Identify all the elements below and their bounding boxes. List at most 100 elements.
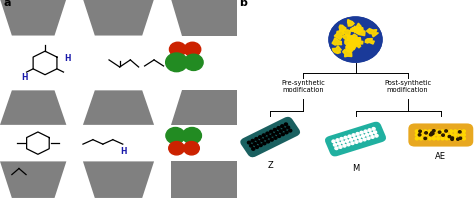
Polygon shape xyxy=(343,50,352,58)
Circle shape xyxy=(166,54,188,72)
Circle shape xyxy=(430,133,433,136)
Polygon shape xyxy=(345,39,355,47)
Circle shape xyxy=(462,134,465,137)
Circle shape xyxy=(419,130,423,133)
Circle shape xyxy=(415,130,419,133)
Circle shape xyxy=(367,137,370,140)
Circle shape xyxy=(348,135,351,138)
Text: AE: AE xyxy=(435,152,447,160)
Text: Pre-synthetic
modification: Pre-synthetic modification xyxy=(282,80,325,93)
Circle shape xyxy=(428,138,431,140)
Circle shape xyxy=(359,140,362,142)
Circle shape xyxy=(258,136,262,139)
Circle shape xyxy=(352,134,355,137)
Circle shape xyxy=(247,142,251,144)
Circle shape xyxy=(281,125,284,128)
Circle shape xyxy=(253,143,256,145)
Circle shape xyxy=(372,128,375,130)
Polygon shape xyxy=(83,0,154,36)
Circle shape xyxy=(456,138,459,141)
Circle shape xyxy=(432,130,435,132)
Circle shape xyxy=(419,134,423,137)
Circle shape xyxy=(343,145,346,147)
Polygon shape xyxy=(352,24,361,35)
Circle shape xyxy=(283,128,286,131)
Circle shape xyxy=(340,138,343,140)
Circle shape xyxy=(428,130,431,133)
Circle shape xyxy=(449,138,453,140)
Circle shape xyxy=(261,139,264,142)
Circle shape xyxy=(458,138,461,140)
Circle shape xyxy=(346,140,348,143)
Circle shape xyxy=(370,133,373,135)
Circle shape xyxy=(357,136,361,139)
Circle shape xyxy=(339,146,342,148)
Polygon shape xyxy=(0,0,66,36)
Polygon shape xyxy=(334,32,344,40)
Circle shape xyxy=(278,135,281,138)
Circle shape xyxy=(364,130,367,133)
Polygon shape xyxy=(347,20,354,27)
Polygon shape xyxy=(347,35,361,43)
FancyBboxPatch shape xyxy=(408,124,473,147)
Circle shape xyxy=(166,128,185,144)
Circle shape xyxy=(432,134,436,137)
Circle shape xyxy=(431,133,434,135)
Circle shape xyxy=(289,130,292,132)
Circle shape xyxy=(284,123,288,126)
Circle shape xyxy=(430,132,433,134)
Circle shape xyxy=(356,133,359,136)
Circle shape xyxy=(362,135,365,138)
Text: H: H xyxy=(64,54,71,63)
Circle shape xyxy=(335,147,338,150)
Circle shape xyxy=(432,138,436,140)
Circle shape xyxy=(336,139,339,142)
Circle shape xyxy=(255,146,258,149)
Circle shape xyxy=(259,144,262,147)
Circle shape xyxy=(445,130,447,133)
Circle shape xyxy=(424,134,427,137)
Circle shape xyxy=(170,43,186,57)
Circle shape xyxy=(371,136,374,139)
Circle shape xyxy=(184,55,203,71)
Circle shape xyxy=(365,134,369,136)
Polygon shape xyxy=(354,28,365,36)
Circle shape xyxy=(263,142,266,145)
Circle shape xyxy=(374,131,377,134)
Circle shape xyxy=(285,132,288,134)
Circle shape xyxy=(268,136,271,138)
Circle shape xyxy=(429,134,432,136)
Circle shape xyxy=(428,134,431,137)
Circle shape xyxy=(277,127,280,130)
Circle shape xyxy=(448,136,451,138)
Circle shape xyxy=(274,137,277,140)
Text: H: H xyxy=(121,146,127,155)
Circle shape xyxy=(287,126,290,129)
Circle shape xyxy=(462,138,465,140)
Circle shape xyxy=(442,134,444,137)
Text: H: H xyxy=(22,72,28,81)
Text: Z: Z xyxy=(267,161,273,169)
Circle shape xyxy=(441,134,444,137)
Circle shape xyxy=(281,133,284,136)
Text: Post-synthetic
modification: Post-synthetic modification xyxy=(384,80,431,93)
Circle shape xyxy=(328,17,383,64)
Circle shape xyxy=(368,129,371,132)
Text: a: a xyxy=(4,0,11,8)
Circle shape xyxy=(375,135,378,137)
Circle shape xyxy=(354,138,356,140)
Circle shape xyxy=(437,130,440,133)
Circle shape xyxy=(432,130,436,133)
Circle shape xyxy=(344,137,347,139)
Circle shape xyxy=(250,145,253,147)
Polygon shape xyxy=(0,91,66,125)
Circle shape xyxy=(337,143,340,145)
Circle shape xyxy=(333,144,337,146)
Circle shape xyxy=(458,130,461,133)
Circle shape xyxy=(419,130,421,133)
Circle shape xyxy=(355,141,358,144)
Polygon shape xyxy=(353,43,361,51)
Polygon shape xyxy=(351,27,358,33)
Circle shape xyxy=(449,134,453,137)
Circle shape xyxy=(347,143,350,146)
